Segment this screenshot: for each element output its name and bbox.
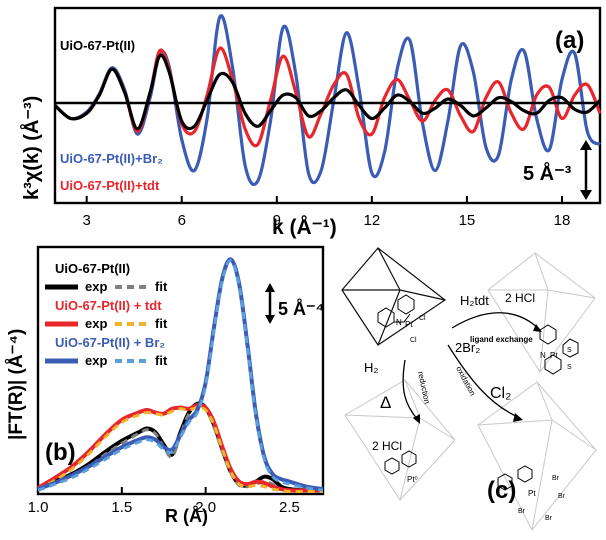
panel-b: 1.0 1.5 2.0 2.5 (b) 5 Å⁻⁴ UiO-67-Pt(II) exp f… xyxy=(6,245,325,526)
atom-cl-1: Cl xyxy=(419,315,426,322)
atom-br-4: Br xyxy=(545,515,553,522)
panel-b-frame xyxy=(36,245,325,496)
legend-a-red: UiO-67-Pt(II)+tdt xyxy=(60,178,160,193)
reagent-h2: H₂ xyxy=(364,360,378,375)
label-reduction: reduction xyxy=(416,371,432,405)
panel-a-label: (a) xyxy=(555,27,584,54)
xtick-label-a-1: 6 xyxy=(178,212,186,229)
panel-a-ylabel: k³χ(k) (Å⁻³) xyxy=(19,96,43,200)
atom-br-2: Br xyxy=(558,493,566,500)
panel-c-label: (c) xyxy=(487,477,516,504)
panel-c: N Pt Cl Cl N Pt S S Pt⁰ Pt Br Br Br xyxy=(341,247,597,531)
panel-b-scale-label: 5 Å⁻⁴ xyxy=(278,299,324,319)
octahedron-pt-cl: N Pt Cl Cl xyxy=(341,247,447,346)
reagent-h2tdt: H₂tdt xyxy=(460,293,489,308)
xtick-label-a-4: 15 xyxy=(459,212,476,229)
xtick-label-a-2: 9 xyxy=(273,212,281,229)
arrowhead-ligand-exchange xyxy=(533,324,542,332)
product-hcl-top: 2 HCl xyxy=(505,291,535,305)
panel-b-ylabel: |FT(R)| (Å⁻⁴) xyxy=(6,329,27,440)
atom-pt0: Pt⁰ xyxy=(407,475,418,484)
legend-b-exp-1: exp xyxy=(85,316,107,331)
arrowhead-oxidation xyxy=(513,413,523,422)
panel-a-xlabel: k (Å⁻¹) xyxy=(272,215,337,239)
xtick-label-b-1: 1.5 xyxy=(111,499,132,516)
panel-a-xticks: 3 6 9 12 15 18 xyxy=(83,196,571,229)
atom-s-1: S xyxy=(567,347,572,354)
atom-s-2: S xyxy=(567,364,572,371)
atom-br-1: Br xyxy=(552,475,560,482)
xtick-label-b-2: 2.0 xyxy=(195,499,216,516)
xtick-label-a-5: 18 xyxy=(554,212,571,229)
legend-b-group-1: UiO-67-Pt(II) + tdt xyxy=(55,298,162,313)
xtick-label-a-3: 12 xyxy=(364,212,381,229)
legend-b-group-2: UiO-67-Pt(II) + Br₂ xyxy=(55,335,165,350)
legend-b-exp-2: exp xyxy=(85,353,107,368)
arrow-oxidation xyxy=(447,344,521,419)
series-b-1 xyxy=(37,403,324,494)
legend-b-group-0: UiO-67-Pt(II) xyxy=(55,261,130,276)
panel-b-xlabel: R (Å) xyxy=(165,506,208,526)
product-cl2: Cl₂ xyxy=(490,385,511,402)
atom-n-1: N xyxy=(396,318,402,327)
arrow-ligand-exchange xyxy=(451,312,541,331)
atom-n-2: N xyxy=(540,351,546,360)
series-b-5 xyxy=(37,259,324,492)
panel-a-scale-label: 5 Å⁻³ xyxy=(523,161,572,185)
legend-a-blue: UiO-67-Pt(II)+Br₂ xyxy=(60,151,163,166)
series-b-4 xyxy=(37,257,324,492)
atom-cl-2: Cl xyxy=(410,337,417,344)
panel-b-legend: UiO-67-Pt(II) exp fit UiO-67-Pt(II) + tdt ex… xyxy=(45,261,168,368)
legend-b-fit-0: fit xyxy=(155,279,168,294)
xtick-label-b-0: 1.0 xyxy=(28,499,49,516)
legend-a-black: UiO-67-Pt(II) xyxy=(60,38,135,53)
legend-b-fit-1: fit xyxy=(155,316,168,331)
legend-b-exp-0: exp xyxy=(85,279,107,294)
panel-b-series xyxy=(37,257,324,494)
label-ligand-exchange: ligand exchange xyxy=(470,335,533,344)
panel-a: 3 6 9 12 15 18 (a) UiO-67-Pt(II) UiO-67-Pt(II… xyxy=(19,6,602,239)
arrowhead-reduction xyxy=(413,414,420,424)
atom-pt-3: Pt xyxy=(528,489,536,498)
octahedron-pt-br: Pt Br Br Br Br xyxy=(477,381,597,531)
arrow-reduction xyxy=(402,359,419,421)
atom-br-3: Br xyxy=(518,508,526,515)
octahedron-pt-tdt: N Pt S S xyxy=(487,252,596,375)
panel-b-xticks: 1.0 1.5 2.0 2.5 xyxy=(28,487,300,516)
xtick-label-b-3: 2.5 xyxy=(279,499,300,516)
atom-pt-1: Pt xyxy=(405,320,413,329)
xtick-label-a-0: 3 xyxy=(83,212,91,229)
condition-delta: Δ xyxy=(380,393,391,412)
legend-b-fit-2: fit xyxy=(155,353,168,368)
product-hcl-bottom: 2 HCl xyxy=(372,439,402,453)
panel-a-series xyxy=(53,14,602,186)
atom-pt-2: Pt xyxy=(550,351,558,360)
reagent-br2: 2Br₂ xyxy=(455,340,480,355)
panel-b-label: (b) xyxy=(45,439,76,466)
panel-b-scale-arrows xyxy=(265,283,275,324)
series-a-0 xyxy=(53,53,602,131)
